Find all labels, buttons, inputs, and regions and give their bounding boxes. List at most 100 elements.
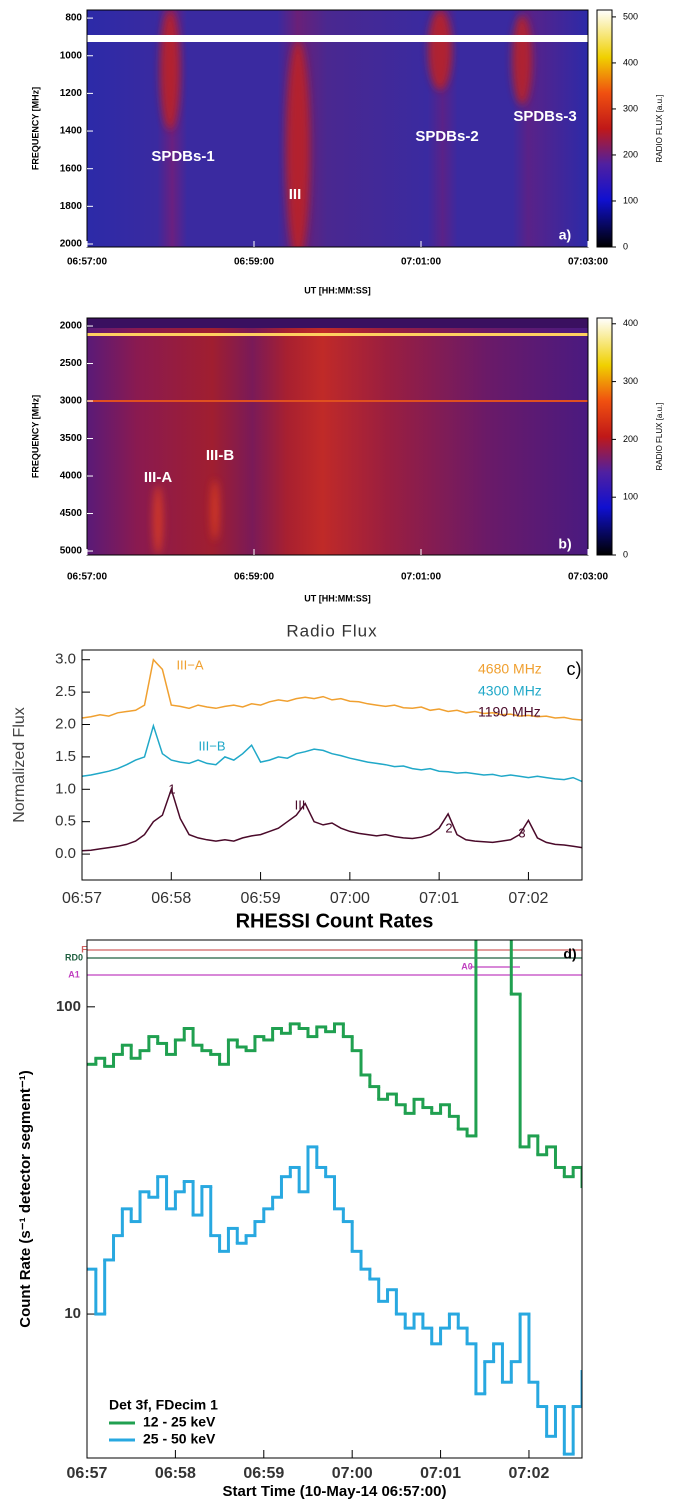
y-tick-label: 2500 [60, 358, 83, 369]
x-tick-label: 07:01 [419, 890, 459, 907]
colorbar-tick-label: 100 [623, 195, 638, 205]
colorbar-tick-label: 400 [623, 57, 638, 67]
x-axis-label: Start Time (10-May-14 06:57:00) [223, 1483, 447, 1500]
legend-title: Det 3f, FDecim 1 [109, 1397, 218, 1413]
annotation: 1 [168, 781, 175, 796]
y-axis-label: Normalized Flux [11, 707, 28, 823]
y-tick-label: 1600 [60, 163, 83, 174]
legend-label: 4300 MHz [478, 683, 542, 699]
series-line [81, 723, 583, 783]
series-group [81, 658, 583, 852]
y-tick-label: 3000 [60, 396, 83, 407]
y-tick-label: 2.0 [55, 715, 76, 732]
plot-frame [86, 317, 589, 556]
annotation: A1 [68, 969, 80, 979]
legend-label: 4680 MHz [478, 661, 542, 677]
x-tick-label: 06:59 [243, 1465, 284, 1482]
y-tick-label: 0.5 [55, 813, 76, 830]
y-tick-label: 100 [56, 998, 81, 1015]
x-tick-label: 07:01:00 [401, 257, 441, 268]
colorbar-tick-label: 300 [623, 103, 638, 113]
y-tick-label: 1.5 [55, 748, 76, 765]
y-tick-label: 3500 [60, 433, 83, 444]
x-tick-label: 06:58 [151, 890, 191, 907]
x-tick-label: 07:03:00 [568, 257, 608, 268]
x-tick-label: 07:01 [420, 1465, 461, 1482]
colorbar-tick-label: 300 [623, 376, 638, 386]
y-tick-label: 800 [65, 13, 82, 24]
annotation: III [295, 797, 306, 812]
colorbar [596, 317, 613, 556]
x-tick-label: 07:00 [330, 890, 370, 907]
x-tick-label: 06:57:00 [67, 257, 107, 268]
series-line [81, 786, 583, 852]
x-tick-label: 07:00 [332, 1465, 373, 1482]
legend-label: 25 - 50 keV [143, 1431, 216, 1447]
x-axis-label: UT [HH:MM:SS] [304, 593, 371, 603]
x-tick-label: 07:02 [509, 1465, 550, 1482]
y-tick-label: 4500 [60, 508, 83, 519]
colorbar-tick-label: 0 [623, 549, 628, 559]
annotation: c) [567, 659, 582, 679]
colorbar-tick-label: 0 [623, 241, 628, 251]
spectrogram-b [87, 318, 588, 555]
y-tick-label: 3.0 [55, 651, 76, 668]
y-tick-label: 1200 [60, 88, 83, 99]
chart-title: Radio Flux [286, 621, 377, 640]
x-tick-label: 06:57 [67, 1465, 108, 1482]
chart-title: RHESSI Count Rates [236, 910, 434, 932]
annotation: SPDBs-3 [513, 108, 576, 125]
x-axis-label: UT [HH:MM:SS] [304, 285, 371, 295]
y-tick-label: 1.0 [55, 780, 76, 797]
panel-d: RHESSI Count Rates 10 100 06:57 06:58 06:59 07… [17, 910, 583, 1500]
y-tick-label: 2000 [60, 239, 83, 250]
series-group [87, 940, 582, 1456]
annotation: SPDBs-1 [151, 148, 214, 165]
colorbar-label: RADIO FLUX [a.u.] [655, 94, 664, 162]
colorbar [596, 9, 613, 248]
x-tick-label: 06:57:00 [67, 572, 107, 583]
y-tick-label: 10 [64, 1305, 81, 1322]
y-axis-label: FREQUENCY [MHz] [30, 395, 40, 478]
x-tick-label: 06:59 [241, 890, 281, 907]
colorbar-tick-label: 200 [623, 149, 638, 159]
annotation: III−A [176, 657, 203, 672]
annotation: b) [558, 536, 571, 552]
annotation: III−B [198, 738, 225, 753]
annotation: RD0 [65, 952, 83, 962]
x-tick-label: 06:58 [155, 1465, 196, 1482]
y-tick-label: 0.0 [55, 845, 76, 862]
panel-c: Radio Flux 0.0 0.5 1.0 1.5 2.0 2.5 3.0 06:57 06:5… [11, 621, 583, 907]
y-tick-label: 4000 [60, 471, 83, 482]
x-tick-label: 06:59:00 [234, 572, 274, 583]
annotation: 2 [445, 820, 452, 835]
annotation: F [81, 944, 87, 954]
colorbar-tick-label: 500 [623, 11, 638, 21]
plot-frame [81, 649, 583, 881]
annotation: a) [559, 227, 571, 243]
plot-frame [86, 939, 583, 1459]
x-tick-label: 07:01:00 [401, 572, 441, 583]
y-axis-label: FREQUENCY [MHz] [30, 87, 40, 170]
x-tick-label: 06:59:00 [234, 257, 274, 268]
annotation: SPDBs-2 [415, 128, 478, 145]
x-tick-label: 07:02 [508, 890, 548, 907]
annotation: A0 [461, 961, 473, 971]
y-tick-label: 2.5 [55, 683, 76, 700]
y-tick-label: 1000 [60, 50, 83, 61]
annotation: III-B [206, 447, 234, 464]
annotation: 3 [518, 825, 525, 840]
y-tick-label: 5000 [60, 546, 83, 557]
y-tick-label: 1800 [60, 201, 83, 212]
legend-label: 1190 MHz [478, 704, 541, 720]
y-tick-label: 2000 [60, 321, 83, 332]
spectrogram-a [87, 10, 588, 247]
legend-label: 12 - 25 keV [143, 1414, 216, 1430]
colorbar-label: RADIO FLUX [a.u.] [655, 402, 664, 470]
plot-frame [86, 9, 589, 248]
x-tick-label: 07:03:00 [568, 572, 608, 583]
annotation: III-A [144, 469, 172, 486]
